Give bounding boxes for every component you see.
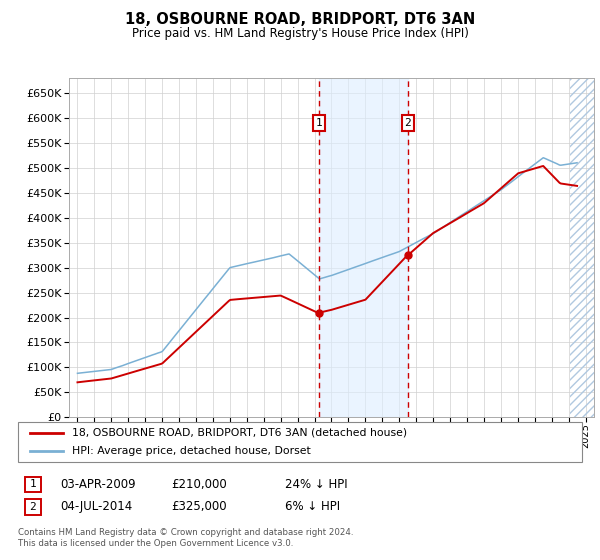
Text: 1: 1 bbox=[29, 479, 37, 489]
Text: 18, OSBOURNE ROAD, BRIDPORT, DT6 3AN (detached house): 18, OSBOURNE ROAD, BRIDPORT, DT6 3AN (de… bbox=[72, 428, 407, 438]
Text: 1: 1 bbox=[316, 118, 322, 128]
Bar bbox=[570, 78, 594, 417]
Text: 6% ↓ HPI: 6% ↓ HPI bbox=[285, 500, 340, 514]
Text: £210,000: £210,000 bbox=[171, 478, 227, 491]
Text: 2: 2 bbox=[29, 502, 37, 512]
Text: Price paid vs. HM Land Registry's House Price Index (HPI): Price paid vs. HM Land Registry's House … bbox=[131, 27, 469, 40]
Text: 2: 2 bbox=[404, 118, 411, 128]
Text: 03-APR-2009: 03-APR-2009 bbox=[60, 478, 136, 491]
Text: 04-JUL-2014: 04-JUL-2014 bbox=[60, 500, 132, 514]
Text: HPI: Average price, detached house, Dorset: HPI: Average price, detached house, Dors… bbox=[72, 446, 311, 456]
Text: 24% ↓ HPI: 24% ↓ HPI bbox=[285, 478, 347, 491]
Text: £325,000: £325,000 bbox=[171, 500, 227, 514]
Text: Contains HM Land Registry data © Crown copyright and database right 2024.
This d: Contains HM Land Registry data © Crown c… bbox=[18, 528, 353, 548]
Bar bbox=[570, 78, 594, 417]
Text: 18, OSBOURNE ROAD, BRIDPORT, DT6 3AN: 18, OSBOURNE ROAD, BRIDPORT, DT6 3AN bbox=[125, 12, 475, 27]
Bar bbox=[319, 78, 408, 417]
